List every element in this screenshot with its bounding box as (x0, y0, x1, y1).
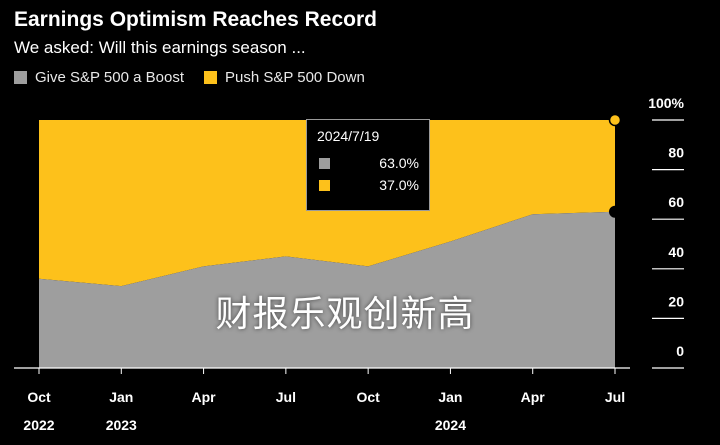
chart-tooltip: 2024/7/19 63.0% 37.0% (306, 119, 430, 211)
tooltip-swatch-boost (319, 157, 330, 169)
x-tick-label: Jul (605, 389, 625, 405)
x-tick-year-label: 2024 (435, 417, 466, 433)
y-tick-label: 20 (668, 293, 684, 309)
tooltip-value-down: 37.0% (379, 177, 419, 193)
tooltip-date: 2024/7/19 (317, 128, 380, 144)
tooltip-row-boost: 63.0% (317, 152, 419, 174)
x-tick-label: Apr (192, 389, 217, 405)
legend-label-down: Push S&P 500 Down (224, 69, 365, 86)
y-tick-label: 60 (668, 194, 684, 210)
x-tick-label: Jan (438, 389, 462, 405)
chart-subtitle: We asked: Will this earnings season ... (14, 38, 306, 57)
legend-label-boost: Give S&P 500 a Boost (35, 69, 184, 86)
legend-swatch-boost (14, 71, 27, 84)
tooltip-value-boost: 63.0% (379, 155, 419, 171)
legend-item-down: Push S&P 500 Down (203, 69, 365, 86)
legend: Give S&P 500 a Boost Push S&P 500 Down (14, 69, 385, 86)
x-tick-label: Jan (109, 389, 133, 405)
y-tick-label: 40 (668, 244, 684, 260)
y-tick-label: 100% (648, 95, 684, 111)
legend-item-boost: Give S&P 500 a Boost (14, 69, 184, 86)
tooltip-row-down: 37.0% (317, 174, 419, 196)
x-tick-label: Oct (27, 389, 51, 405)
end-marker-push-down (608, 113, 622, 127)
y-tick-label: 80 (668, 145, 684, 161)
chart-title: Earnings Optimism Reaches Record (14, 8, 377, 31)
x-tick-label: Apr (521, 389, 546, 405)
x-tick-label: Oct (356, 389, 380, 405)
overlay-caption: 财报乐观创新高 (215, 294, 475, 335)
x-tick-year-label: 2022 (23, 417, 54, 433)
legend-swatch-down (203, 71, 217, 84)
end-marker-boost (609, 205, 621, 218)
tooltip-swatch-down (319, 179, 330, 191)
y-tick-label: 0 (676, 343, 684, 359)
x-tick-year-label: 2023 (106, 417, 137, 433)
area-boost (39, 211, 615, 368)
x-tick-label: Jul (276, 389, 296, 405)
